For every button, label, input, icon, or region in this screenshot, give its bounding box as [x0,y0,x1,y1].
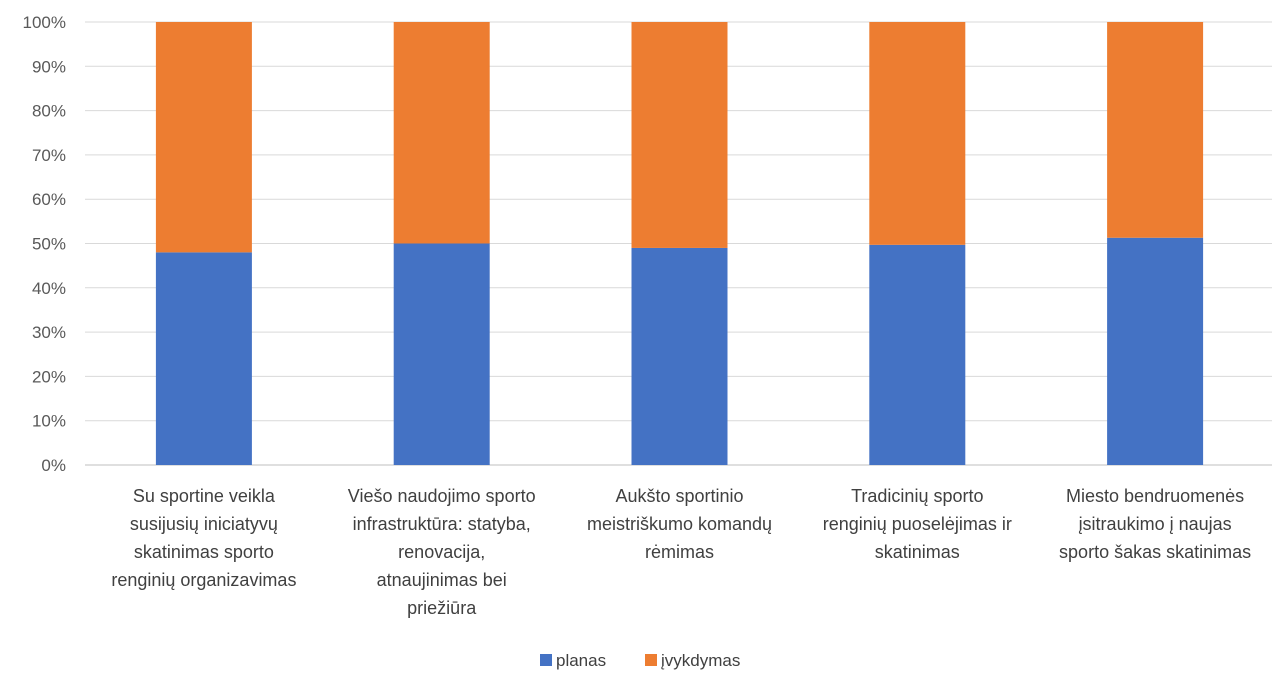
bar-planas [869,244,966,465]
category-label: infrastruktūra: statyba, [353,514,531,534]
bars [155,22,1204,465]
y-tick-label: 90% [32,57,66,76]
legend-label: įvykdymas [661,651,740,670]
y-tick-label: 30% [32,323,66,342]
legend-swatch [540,654,552,666]
legend-label: planas [556,651,606,670]
y-tick-label: 60% [32,190,66,209]
category-label: Aukšto sportinio [615,486,743,506]
category-label: skatinimas sporto [134,542,274,562]
legend: planas įvykdymas [540,651,740,670]
y-tick-label: 100% [23,13,66,32]
category-label: atnaujinimas bei [377,570,507,590]
bar-ivykdymas [631,22,728,248]
category-label: priežiūra [407,598,477,618]
x-axis: Su sportine veikla susijusių iniciatyvų sk… [111,486,1251,618]
y-tick-label: 80% [32,102,66,121]
bar-ivykdymas [1107,22,1204,238]
y-tick-label: 70% [32,146,66,165]
legend-swatch [645,654,657,666]
y-tick-label: 0% [41,456,66,475]
bar-ivykdymas [155,22,252,253]
bar-planas [631,247,728,465]
y-tick-label: 20% [32,367,66,386]
category-label: Viešo naudojimo sporto [348,486,536,506]
category-label: rėmimas [645,542,714,562]
category-label: sporto šakas skatinimas [1059,542,1251,562]
category-label: skatinimas [875,542,960,562]
y-tick-label: 40% [32,279,66,298]
bar-planas [393,243,490,465]
category-label: Su sportine veikla [133,486,276,506]
bar-planas [155,252,252,465]
y-axis: 0% 10% 20% 30% 40% 50% 60% 70% 80% 90% 100% [23,13,66,475]
category-label: renginių puoselėjimas ir [823,514,1012,534]
category-label: Miesto bendruomenės [1066,486,1244,506]
category-label: renginių organizavimas [111,570,296,590]
category-label: Tradicinių sporto [851,486,983,506]
bar-planas [1107,237,1204,465]
category-label: meistriškumo komandų [587,514,772,534]
bar-ivykdymas [393,22,490,244]
y-tick-label: 10% [32,412,66,431]
category-label: susijusių iniciatyvų [130,514,278,534]
bar-ivykdymas [869,22,966,245]
category-label: įsitraukimo į naujas [1079,514,1232,534]
category-label: renovacija, [398,542,485,562]
y-tick-label: 50% [32,235,66,254]
